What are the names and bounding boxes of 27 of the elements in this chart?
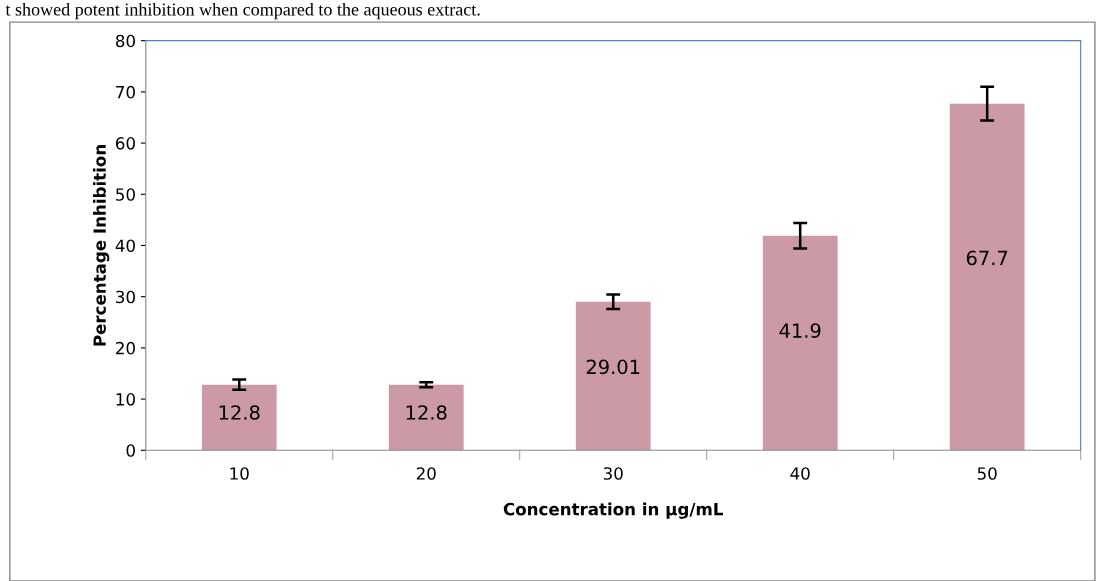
data-label: 12.8 xyxy=(219,405,260,420)
data-label: 12.8 xyxy=(406,405,447,420)
bar xyxy=(201,384,277,451)
y-axis-title: Percentage Inhibition xyxy=(93,145,110,346)
x-tick-label: 50 xyxy=(977,467,997,480)
y-tick-label: 30 xyxy=(116,290,135,304)
y-tick-label: 50 xyxy=(116,188,135,201)
y-tick-label: 70 xyxy=(116,85,135,99)
y-tick-label: 40 xyxy=(115,239,135,253)
y-tick-label: 10 xyxy=(116,393,135,406)
x-tick-label: 30 xyxy=(603,467,623,480)
x-axis-title: Concentration in µg/mL xyxy=(503,502,723,519)
x-tick-label: 20 xyxy=(416,467,436,480)
y-tick-label: 20 xyxy=(116,341,135,355)
bar xyxy=(949,103,1025,451)
data-label: 29.01 xyxy=(586,359,640,375)
data-label: 41.9 xyxy=(779,323,821,338)
data-label: 67.7 xyxy=(966,250,1008,266)
text: t showed potent inhibition when compared to the aqueous extract. xyxy=(5,2,480,20)
bar xyxy=(575,301,651,451)
x-tick-label: 10 xyxy=(230,467,249,480)
y-tick-label: 0 xyxy=(126,444,135,457)
y-tick-label: 60 xyxy=(116,137,135,150)
bar xyxy=(762,235,838,451)
bar xyxy=(388,384,464,451)
y-tick-label: 80 xyxy=(115,34,135,48)
x-tick-label: 40 xyxy=(790,467,810,480)
